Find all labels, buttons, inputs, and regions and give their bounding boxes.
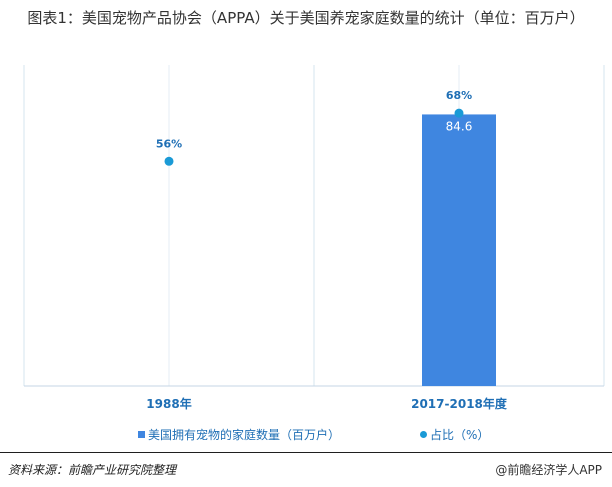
legend-bar-swatch xyxy=(138,431,145,438)
brand-credit: @前瞻经济学人APP xyxy=(495,463,602,477)
chart-legend: 美国拥有宠物的家庭数量（百万户） 占比（%） xyxy=(0,426,612,444)
x-tick-label: 2017-2018年度 xyxy=(411,396,508,411)
legend-dot-swatch xyxy=(420,431,427,438)
bar-data-label: 84.6 xyxy=(446,119,473,133)
point-data-label: 56% xyxy=(156,137,182,150)
x-tick-label: 1988年 xyxy=(146,396,191,411)
point-share xyxy=(164,156,174,166)
chart-title: 图表1：美国宠物产品协会（APPA）关于美国养宠家庭数量的统计（单位：百万户） xyxy=(27,9,585,27)
bar-households xyxy=(422,114,496,387)
point-data-label: 68% xyxy=(446,89,472,102)
legend-item-share[interactable]: 占比（%） xyxy=(420,426,489,443)
footer-divider xyxy=(0,452,612,453)
legend-item-households[interactable]: 美国拥有宠物的家庭数量（百万户） xyxy=(138,426,340,443)
source-note: 资料来源：前瞻产业研究院整理 xyxy=(8,463,177,477)
legend-label-share: 占比（%） xyxy=(430,428,490,442)
point-share xyxy=(454,108,464,118)
legend-label-households: 美国拥有宠物的家庭数量（百万户） xyxy=(148,428,341,442)
